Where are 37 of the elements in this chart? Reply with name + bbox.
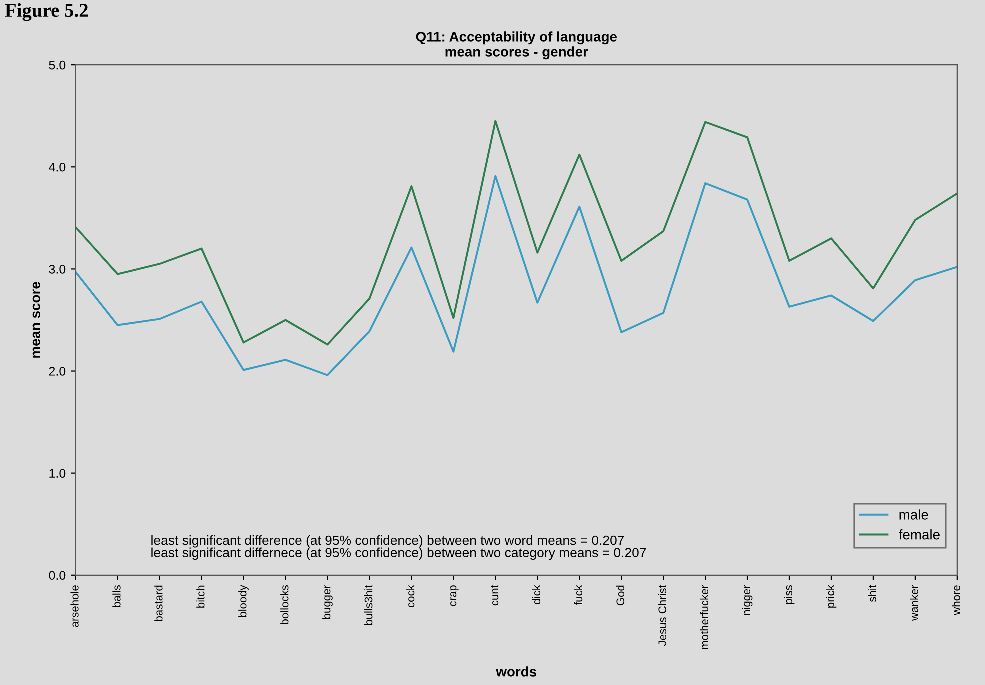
x-tick-label: bastard <box>154 586 163 622</box>
x-tick-label: dick <box>532 585 541 604</box>
x-tick-label: nigger <box>742 585 753 616</box>
y-tick-label: 2.0 <box>49 367 66 376</box>
legend-label: female <box>899 530 940 540</box>
legend-label: male <box>900 510 928 520</box>
x-tick-label: bugger <box>322 585 333 619</box>
x-tick-label: bollocks <box>280 586 289 625</box>
x-tick-label: bloody <box>238 585 249 618</box>
y-tick-label: 5.0 <box>49 60 66 70</box>
x-tick-label: cock <box>406 585 415 608</box>
x-tick-label: God <box>616 586 625 606</box>
x-tick-label: fuck <box>574 585 583 606</box>
x-tick-label: cunt <box>491 585 499 606</box>
x-tick-label: bitch <box>196 586 205 608</box>
x-axis-title: words <box>496 666 537 677</box>
x-tick-label: prick <box>826 585 837 608</box>
x-tick-label: Jesus Christ <box>658 585 667 646</box>
x-tick-label: shit <box>868 585 876 602</box>
x-tick-label: arsehole <box>70 586 79 628</box>
y-axis-title: mean score <box>32 282 40 358</box>
y-tick-label: 4.0 <box>49 162 66 172</box>
x-tick-label: motherfucker <box>700 585 709 650</box>
line-series <box>76 175 958 376</box>
line-series <box>76 120 958 346</box>
y-tick-label: 1.0 <box>50 469 66 478</box>
chart-title: Q11: Acceptability of language mean scores - gender <box>416 32 618 60</box>
x-tick-label: bulls3hit <box>364 585 373 626</box>
annotation: least significant difference (at 95% confidence) between two word means = 0.207 least significant differnece (at 95% confidence) between two category means = 0.207 <box>152 535 646 560</box>
x-tick-label: wanker <box>910 585 918 621</box>
y-tick-label: 3.0 <box>49 265 66 274</box>
x-tick-label: whore <box>952 586 960 616</box>
caption: Figure 5.2 <box>5 3 88 22</box>
y-tick-label: 0.0 <box>49 571 66 580</box>
x-tick-label: piss <box>784 586 795 604</box>
x-tick-label: crap <box>450 586 459 606</box>
x-tick-label: balls <box>112 586 121 608</box>
